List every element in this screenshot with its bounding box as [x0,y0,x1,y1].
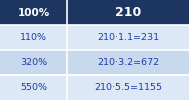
Text: 550%: 550% [20,83,47,92]
Bar [67,50,189,75]
Bar [67,25,189,50]
Text: 210·1.1=231: 210·1.1=231 [97,33,159,42]
Bar [0,50,67,75]
Bar [67,0,189,25]
Text: 100%: 100% [17,8,50,18]
Bar [0,25,67,50]
Text: 210: 210 [115,6,141,19]
Bar [0,0,67,25]
Bar [67,75,189,100]
Text: 210·5.5=1155: 210·5.5=1155 [94,83,162,92]
Bar [0,75,67,100]
Text: 210·3.2=672: 210·3.2=672 [97,58,159,67]
Text: 320%: 320% [20,58,47,67]
Text: 110%: 110% [20,33,47,42]
